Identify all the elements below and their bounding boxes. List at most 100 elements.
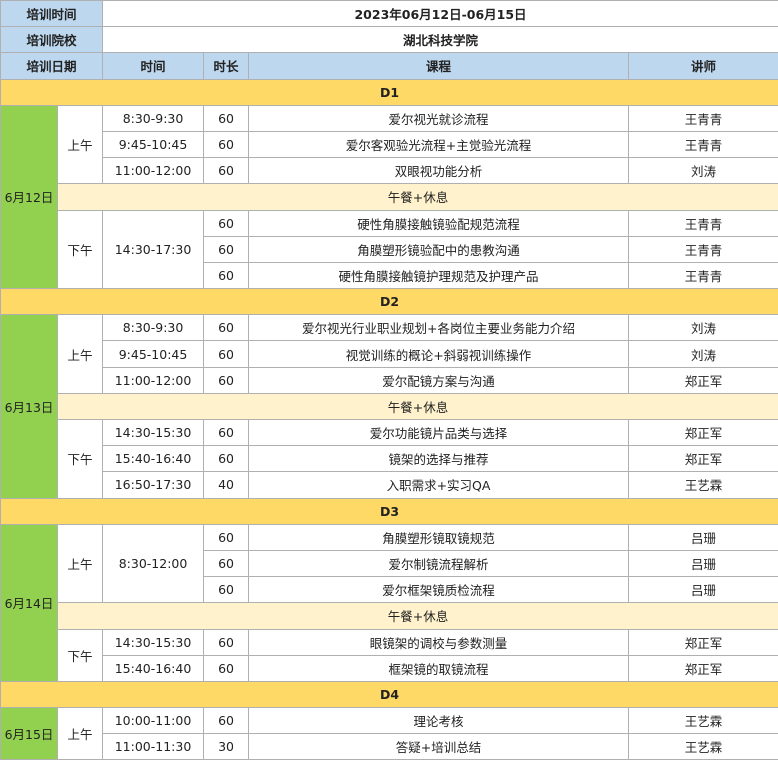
course-cell: 爱尔客观验光流程+主觉验光流程 [249, 131, 629, 157]
course-cell: 镜架的选择与推荐 [249, 446, 629, 472]
teacher-cell: 王艺霖 [629, 708, 778, 734]
training-time-label: 培训时间 [1, 1, 103, 27]
time-cell: 10:00-11:00 [103, 708, 204, 734]
period-cell: 下午 [58, 629, 103, 681]
time-cell: 14:30-15:30 [103, 420, 204, 446]
col-teacher: 讲师 [629, 53, 778, 79]
teacher-cell: 王青青 [629, 210, 778, 236]
lunch-row: 午餐+休息 [1, 393, 778, 419]
time-cell: 14:30-15:30 [103, 629, 204, 655]
period-cell: 上午 [58, 315, 103, 394]
column-header-row: 培训日期 时间 时长 课程 讲师 [1, 53, 778, 79]
duration-cell: 60 [204, 236, 249, 262]
time-cell: 8:30-9:30 [103, 315, 204, 341]
training-time-value: 2023年06月12日-06月15日 [103, 1, 778, 27]
duration-cell: 60 [204, 524, 249, 550]
teacher-cell: 吕珊 [629, 550, 778, 576]
time-cell: 11:00-12:00 [103, 367, 204, 393]
course-cell: 视觉训练的概论+斜弱视训练操作 [249, 341, 629, 367]
time-cell: 11:00-11:30 [103, 734, 204, 760]
duration-cell: 60 [204, 708, 249, 734]
time-cell: 8:30-12:00 [103, 524, 204, 603]
period-cell: 下午 [58, 210, 103, 289]
teacher-cell: 王艺霖 [629, 472, 778, 498]
lunch-break: 午餐+休息 [58, 184, 778, 210]
duration-cell: 60 [204, 315, 249, 341]
teacher-cell: 郑正军 [629, 446, 778, 472]
teacher-cell: 吕珊 [629, 524, 778, 550]
time-cell: 16:50-17:30 [103, 472, 204, 498]
duration-cell: 60 [204, 210, 249, 236]
day-label: D2 [1, 289, 778, 315]
col-duration: 时长 [204, 53, 249, 79]
teacher-cell: 郑正军 [629, 420, 778, 446]
course-cell: 角膜塑形镜验配中的患教沟通 [249, 236, 629, 262]
duration-cell: 60 [204, 655, 249, 681]
course-cell: 硬性角膜接触镜护理规范及护理产品 [249, 262, 629, 288]
teacher-cell: 郑正军 [629, 629, 778, 655]
course-cell: 答疑+培训总结 [249, 734, 629, 760]
lunch-row: 午餐+休息 [1, 184, 778, 210]
period-cell: 上午 [58, 708, 103, 760]
duration-cell: 60 [204, 446, 249, 472]
duration-cell: 60 [204, 131, 249, 157]
col-date: 培训日期 [1, 53, 103, 79]
lunch-break: 午餐+休息 [58, 393, 778, 419]
time-cell: 8:30-9:30 [103, 105, 204, 131]
period-cell: 上午 [58, 524, 103, 603]
teacher-cell: 郑正军 [629, 655, 778, 681]
course-cell: 爱尔视光行业职业规划+各岗位主要业务能力介绍 [249, 315, 629, 341]
date-cell: 6月13日 [1, 315, 58, 498]
course-cell: 爱尔配镜方案与沟通 [249, 367, 629, 393]
duration-cell: 60 [204, 577, 249, 603]
course-cell: 爱尔制镜流程解析 [249, 550, 629, 576]
course-cell: 双眼视功能分析 [249, 158, 629, 184]
time-cell: 9:45-10:45 [103, 131, 204, 157]
duration-cell: 60 [204, 341, 249, 367]
date-cell: 6月12日 [1, 105, 58, 288]
time-cell: 9:45-10:45 [103, 341, 204, 367]
duration-cell: 60 [204, 105, 249, 131]
teacher-cell: 刘涛 [629, 158, 778, 184]
teacher-cell: 王青青 [629, 262, 778, 288]
period-cell: 下午 [58, 420, 103, 499]
teacher-cell: 刘涛 [629, 315, 778, 341]
day-label: D4 [1, 681, 778, 707]
course-cell: 框架镜的取镜流程 [249, 655, 629, 681]
duration-cell: 60 [204, 550, 249, 576]
date-cell: 6月15日 [1, 708, 58, 760]
course-cell: 爱尔视光就诊流程 [249, 105, 629, 131]
teacher-cell: 刘涛 [629, 341, 778, 367]
teacher-cell: 王青青 [629, 131, 778, 157]
duration-cell: 60 [204, 262, 249, 288]
time-cell: 14:30-17:30 [103, 210, 204, 289]
school-value: 湖北科技学院 [103, 27, 778, 53]
duration-cell: 40 [204, 472, 249, 498]
duration-cell: 60 [204, 629, 249, 655]
col-time: 时间 [103, 53, 204, 79]
course-cell: 爱尔功能镜片品类与选择 [249, 420, 629, 446]
day-header-row: D1 [1, 79, 778, 105]
duration-cell: 60 [204, 420, 249, 446]
day-label: D1 [1, 79, 778, 105]
course-cell: 角膜塑形镜取镜规范 [249, 524, 629, 550]
school-row: 培训院校 湖北科技学院 [1, 27, 778, 53]
time-cell: 15:40-16:40 [103, 446, 204, 472]
school-label: 培训院校 [1, 27, 103, 53]
day-header-row: D2 [1, 289, 778, 315]
time-cell: 15:40-16:40 [103, 655, 204, 681]
teacher-cell: 郑正军 [629, 367, 778, 393]
period-cell: 上午 [58, 105, 103, 184]
